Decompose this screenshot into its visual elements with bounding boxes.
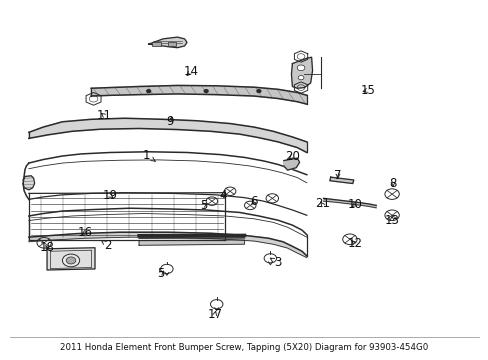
Text: 6: 6 [250,195,257,208]
Polygon shape [291,57,312,88]
Text: 12: 12 [346,237,362,250]
Text: 11: 11 [97,109,112,122]
Text: 7: 7 [333,169,341,182]
Text: 16: 16 [78,226,93,239]
Circle shape [298,76,304,80]
Circle shape [146,90,150,93]
Text: 13: 13 [384,214,399,227]
Text: 1: 1 [142,149,155,162]
Polygon shape [23,176,35,190]
Polygon shape [329,177,353,184]
Bar [167,42,176,46]
Text: 17: 17 [207,308,222,321]
Polygon shape [91,85,306,104]
Text: 2: 2 [101,239,111,252]
Text: 4: 4 [219,189,226,202]
Circle shape [256,90,260,93]
Polygon shape [29,232,306,258]
Text: 15: 15 [360,84,375,96]
Text: 21: 21 [314,198,329,211]
Text: 5: 5 [200,199,207,212]
Polygon shape [29,118,306,153]
Polygon shape [283,158,299,170]
Circle shape [66,257,76,264]
Text: 20: 20 [285,149,299,162]
Text: 8: 8 [388,177,396,190]
Circle shape [62,254,80,267]
Text: 2011 Honda Element Front Bumper Screw, Tapping (5X20) Diagram for 93903-454G0: 2011 Honda Element Front Bumper Screw, T… [60,343,428,352]
Text: 14: 14 [183,65,198,78]
Text: 10: 10 [346,198,362,211]
Polygon shape [47,248,95,270]
Text: 3: 3 [270,256,281,269]
Text: 19: 19 [102,189,118,202]
Circle shape [297,65,304,71]
Polygon shape [148,37,186,48]
Text: 5: 5 [157,267,164,280]
Circle shape [204,90,208,93]
Polygon shape [139,240,244,245]
Bar [152,42,161,46]
Polygon shape [323,198,376,208]
Text: 18: 18 [40,241,54,254]
Text: 9: 9 [166,115,174,128]
